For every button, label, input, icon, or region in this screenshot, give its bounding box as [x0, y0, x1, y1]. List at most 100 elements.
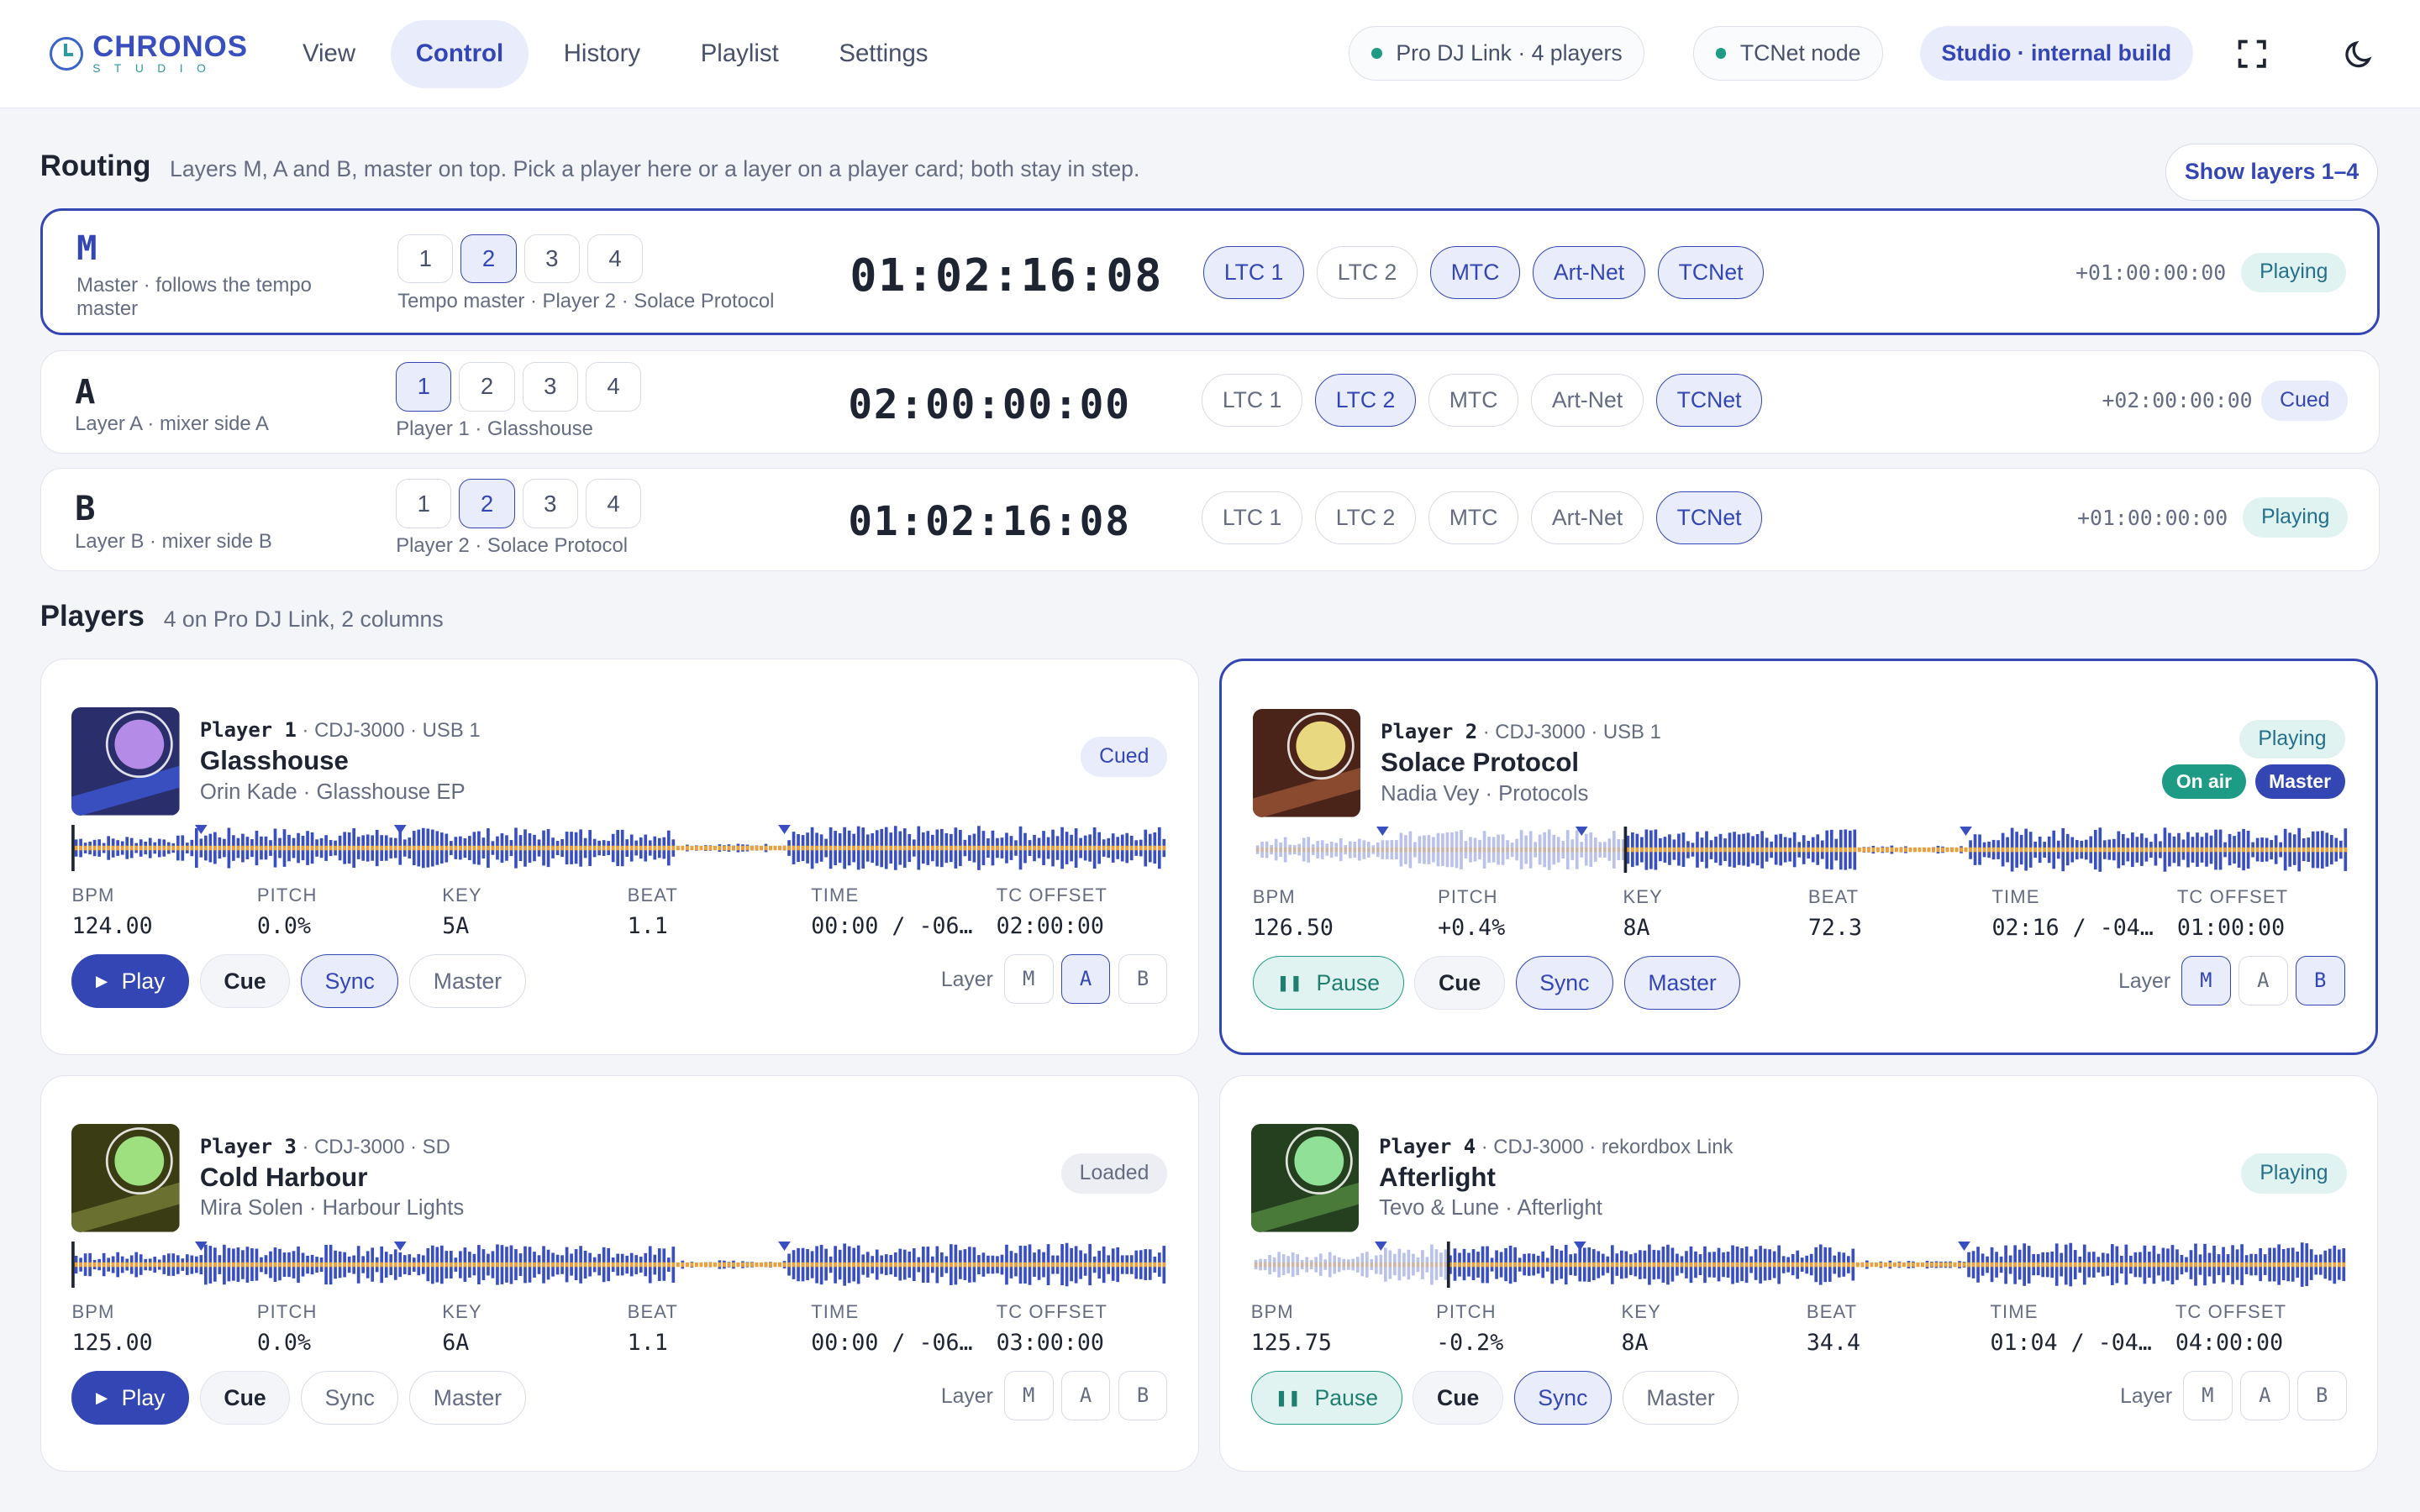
- waveform[interactable]: [1253, 826, 2349, 873]
- layer-a-button[interactable]: A: [2238, 956, 2288, 1005]
- waveform-core: [1277, 1262, 1281, 1267]
- fullscreen-icon[interactable]: [2235, 37, 2269, 71]
- waveform-core: [621, 1262, 625, 1267]
- waveform-core: [482, 845, 486, 851]
- waveform-core: [2297, 847, 2301, 853]
- player-pick-1-button[interactable]: 1: [396, 479, 452, 529]
- output-ltc-2-toggle[interactable]: LTC 2: [1316, 246, 1418, 299]
- player-pick-3-button[interactable]: 3: [522, 361, 578, 412]
- player-pick-2-button[interactable]: 2: [460, 234, 517, 284]
- waveform-core: [343, 1262, 347, 1267]
- output-art-net-toggle[interactable]: Art-Net: [1530, 491, 1644, 544]
- player-pick-1-button[interactable]: 1: [396, 361, 452, 412]
- waveform-core: [2052, 847, 2055, 853]
- waveform-core: [750, 845, 755, 851]
- player-pick-2-button[interactable]: 2: [459, 479, 515, 529]
- waveform-core: [792, 1262, 796, 1267]
- waveform-core: [1362, 847, 1365, 853]
- stat-bpm: 124.00: [71, 912, 153, 939]
- player-pick-2-button[interactable]: 2: [459, 361, 515, 412]
- waveform-core: [162, 845, 166, 851]
- waveform-core: [1545, 1262, 1549, 1267]
- sync-button[interactable]: Sync: [1513, 1370, 1612, 1425]
- waveform[interactable]: [1251, 1241, 2347, 1288]
- app-logo[interactable]: CHRONOS STUDIO: [49, 32, 248, 76]
- output-ltc-1-toggle[interactable]: LTC 1: [1202, 246, 1305, 299]
- master-button[interactable]: Master: [409, 954, 526, 1009]
- output-ltc-2-toggle[interactable]: LTC 2: [1314, 491, 1417, 544]
- layer-b-button[interactable]: B: [2296, 1370, 2347, 1420]
- layer-b-button[interactable]: B: [1118, 954, 1168, 1004]
- player-pick-3-button[interactable]: 3: [523, 234, 580, 284]
- pro-dj-link-chip[interactable]: Pro DJ Link · 4 players: [1349, 26, 1645, 81]
- output-ltc-1-toggle[interactable]: LTC 1: [1201, 491, 1303, 544]
- layer-b-button[interactable]: B: [2295, 956, 2345, 1005]
- waveform[interactable]: [71, 1241, 1167, 1288]
- output-tcnet-toggle[interactable]: TCNet: [1657, 246, 1765, 299]
- layer-m-button[interactable]: M: [1003, 1370, 1054, 1420]
- nav-settings[interactable]: Settings: [839, 39, 929, 68]
- output-tcnet-toggle[interactable]: TCNet: [1655, 491, 1763, 544]
- waveform-core: [861, 1262, 865, 1267]
- waveform-core: [1561, 847, 1565, 853]
- nav-view[interactable]: View: [302, 39, 356, 68]
- layer-m-button[interactable]: M: [2181, 956, 2231, 1005]
- output-mtc-toggle[interactable]: MTC: [1428, 491, 1519, 544]
- output-art-net-toggle[interactable]: Art-Net: [1530, 374, 1644, 427]
- player-pick-3-button[interactable]: 3: [522, 479, 578, 529]
- layer-b-button[interactable]: B: [1118, 1370, 1168, 1420]
- sync-button[interactable]: Sync: [301, 954, 399, 1009]
- waveform-bar: [1281, 1253, 1286, 1275]
- cue-button[interactable]: Cue: [1413, 1370, 1503, 1425]
- waveform-core: [977, 1262, 981, 1267]
- waveform-core: [2217, 1262, 2221, 1267]
- output-mtc-toggle[interactable]: MTC: [1428, 374, 1519, 427]
- layer-m-button[interactable]: M: [1003, 954, 1054, 1004]
- cue-button[interactable]: Cue: [199, 954, 291, 1009]
- waveform-core: [2268, 1262, 2271, 1267]
- transport-controls: ❚❚ Pause Cue Sync Master: [1250, 1370, 1749, 1425]
- layer-a-button[interactable]: A: [1060, 1370, 1111, 1420]
- waveform-core: [181, 845, 185, 851]
- tcnet-chip[interactable]: TCNet node: [1692, 26, 1884, 81]
- waveform-core: [1966, 1262, 1970, 1267]
- master-button[interactable]: Master: [409, 1370, 526, 1425]
- output-tcnet-toggle[interactable]: TCNet: [1655, 374, 1763, 427]
- nav-history[interactable]: History: [563, 39, 641, 68]
- layer-a-button[interactable]: A: [2239, 1370, 2290, 1420]
- master-button[interactable]: Master: [1623, 956, 1741, 1011]
- waveform-core: [1846, 1262, 1850, 1267]
- waveform-bar: [1449, 832, 1454, 868]
- waveform-core: [1471, 1262, 1476, 1267]
- output-ltc-2-toggle[interactable]: LTC 2: [1314, 374, 1417, 427]
- layer-m-button[interactable]: M: [2182, 1370, 2233, 1420]
- output-art-net-toggle[interactable]: Art-Net: [1532, 246, 1646, 299]
- cue-button[interactable]: Cue: [1414, 956, 1505, 1011]
- player-pick-1-button[interactable]: 1: [397, 234, 454, 284]
- nav-playlist[interactable]: Playlist: [700, 39, 779, 68]
- sync-button[interactable]: Sync: [1515, 956, 1613, 1011]
- sync-button[interactable]: Sync: [301, 1370, 399, 1425]
- output-mtc-toggle[interactable]: MTC: [1429, 246, 1521, 299]
- waveform-core: [556, 845, 560, 851]
- master-button[interactable]: Master: [1622, 1370, 1739, 1425]
- waveform-core: [1439, 1262, 1443, 1267]
- player-pick-4-button[interactable]: 4: [586, 479, 642, 529]
- cue-button[interactable]: Cue: [199, 1370, 291, 1425]
- waveform-core: [616, 845, 620, 851]
- output-ltc-1-toggle[interactable]: LTC 1: [1201, 374, 1303, 427]
- show-layers-button[interactable]: Show layers 1–4: [2165, 143, 2379, 201]
- play-button[interactable]: ▶ Play: [71, 1370, 189, 1425]
- nav-control[interactable]: Control: [391, 19, 529, 88]
- waveform[interactable]: [71, 824, 1167, 871]
- player-pick-4-button[interactable]: 4: [587, 234, 644, 284]
- dark-mode-icon[interactable]: [2343, 37, 2376, 71]
- waveform-core: [765, 1262, 768, 1267]
- player-pick-4-button[interactable]: 4: [586, 361, 642, 412]
- pause-button[interactable]: ❚❚ Pause: [1250, 1370, 1402, 1425]
- layer-a-button[interactable]: A: [1060, 954, 1111, 1004]
- play-button[interactable]: ▶ Play: [71, 954, 189, 1009]
- pause-button[interactable]: ❚❚ Pause: [1252, 956, 1404, 1011]
- waveform-core: [1758, 1262, 1762, 1267]
- waveform-core: [519, 1262, 523, 1267]
